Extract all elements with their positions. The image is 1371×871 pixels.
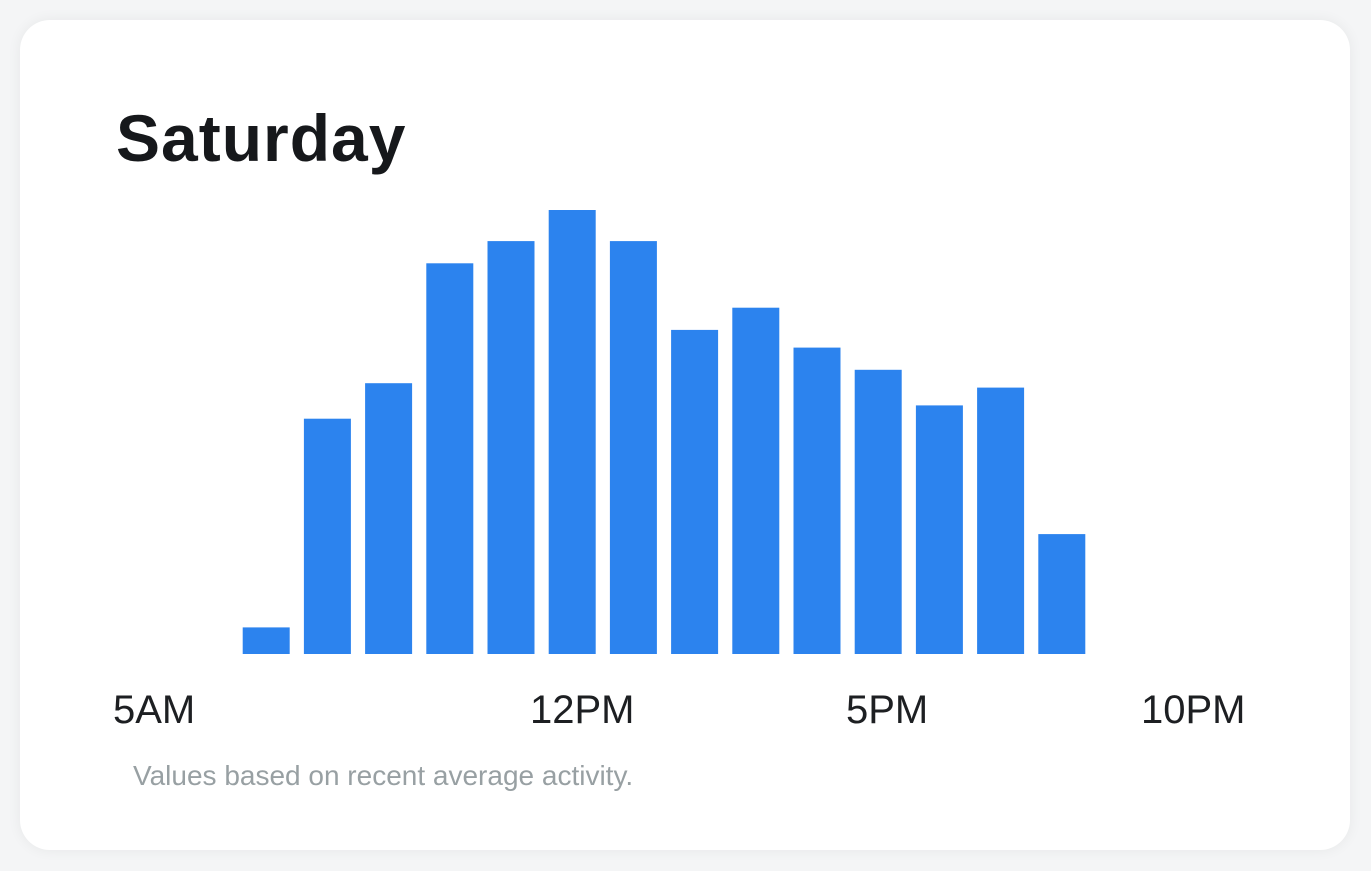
bar-7pm[interactable] — [1038, 534, 1086, 654]
bar-2pm[interactable] — [732, 307, 780, 654]
x-tick-label: 5AM — [113, 688, 195, 732]
bar-5pm[interactable] — [915, 405, 963, 654]
bar-9am[interactable] — [426, 263, 474, 654]
day-title: Saturday — [116, 101, 407, 175]
bar-3pm[interactable] — [793, 347, 841, 654]
bar-6am[interactable] — [242, 627, 290, 654]
x-axis-ticks: 5AM 12PM 5PM 10PM — [113, 688, 1246, 732]
bar-12pm[interactable] — [609, 241, 657, 654]
bar-4pm[interactable] — [854, 369, 902, 654]
x-tick-label: 10PM — [1141, 688, 1246, 732]
x-tick-label: 12PM — [530, 688, 635, 732]
bar-7am[interactable] — [303, 418, 351, 654]
bar-11am[interactable] — [548, 210, 596, 654]
bar-10am[interactable] — [487, 241, 535, 654]
bars-group — [242, 210, 1086, 654]
bar-6pm[interactable] — [977, 387, 1025, 654]
bar-8am[interactable] — [365, 383, 413, 654]
bar-1pm[interactable] — [671, 329, 719, 654]
x-tick-label: 5PM — [846, 688, 928, 732]
footnote: Values based on recent average activity. — [133, 760, 634, 791]
